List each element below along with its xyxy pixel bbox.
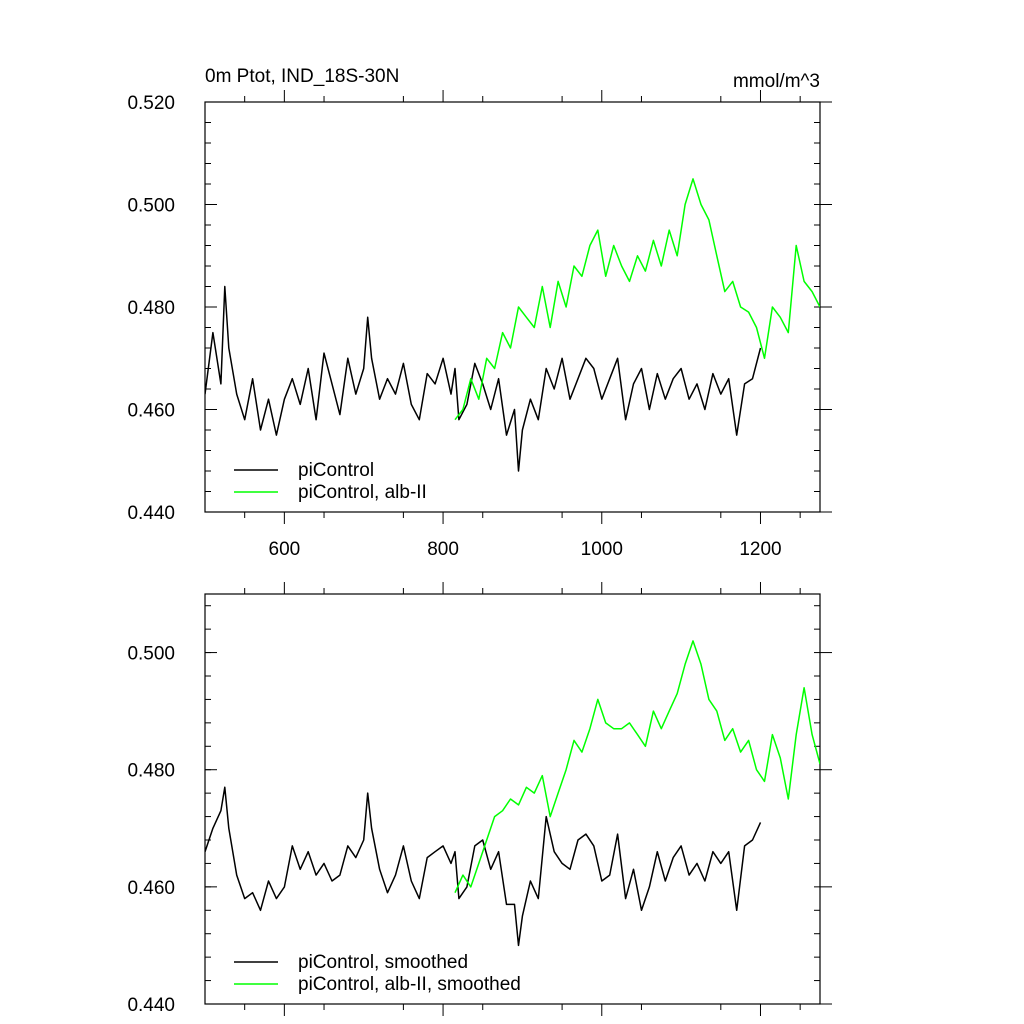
y-tick-label: 0.460	[127, 878, 175, 899]
series-line-alb-ii	[454, 640, 820, 894]
top-panel: 600 800 1000 1200 0.440 0.460 0.480 0.500 0.520 0…	[127, 66, 832, 560]
y-tick-label: 0.440	[127, 503, 175, 524]
y-tick-label: 0.480	[127, 761, 175, 782]
y-tick-label: 0.500	[127, 644, 175, 665]
legend-label: piControl, alb-II	[298, 482, 427, 503]
series-line-alb-ii	[454, 178, 820, 421]
y-tick-label: 0.520	[127, 93, 175, 114]
x-tick-label: 1000	[581, 539, 623, 560]
y-tick-label: 0.500	[127, 196, 175, 217]
panel-title: 0m Ptot, IND_18S-30N	[205, 66, 399, 87]
series-line-picontrol	[205, 285, 762, 472]
y-tick-label: 0.440	[127, 995, 175, 1016]
series-line-picontrol	[205, 786, 762, 947]
y-tick-label: 0.460	[127, 401, 175, 422]
bottom-panel: 0.440 0.460 0.480 0.500 piControl, smoothedp…	[127, 582, 832, 1016]
x-tick-label: 1200	[739, 539, 781, 560]
legend-label: piControl, smoothed	[298, 952, 468, 973]
legend-label: piControl	[298, 460, 374, 481]
units-label: mmol/m^3	[733, 71, 820, 92]
x-tick-label: 600	[269, 539, 301, 560]
plot-frame	[204, 593, 821, 1005]
y-tick-label: 0.480	[127, 298, 175, 319]
legend-label: piControl, alb-II, smoothed	[298, 974, 521, 995]
plot-frame	[204, 101, 821, 513]
x-tick-label: 800	[427, 539, 459, 560]
